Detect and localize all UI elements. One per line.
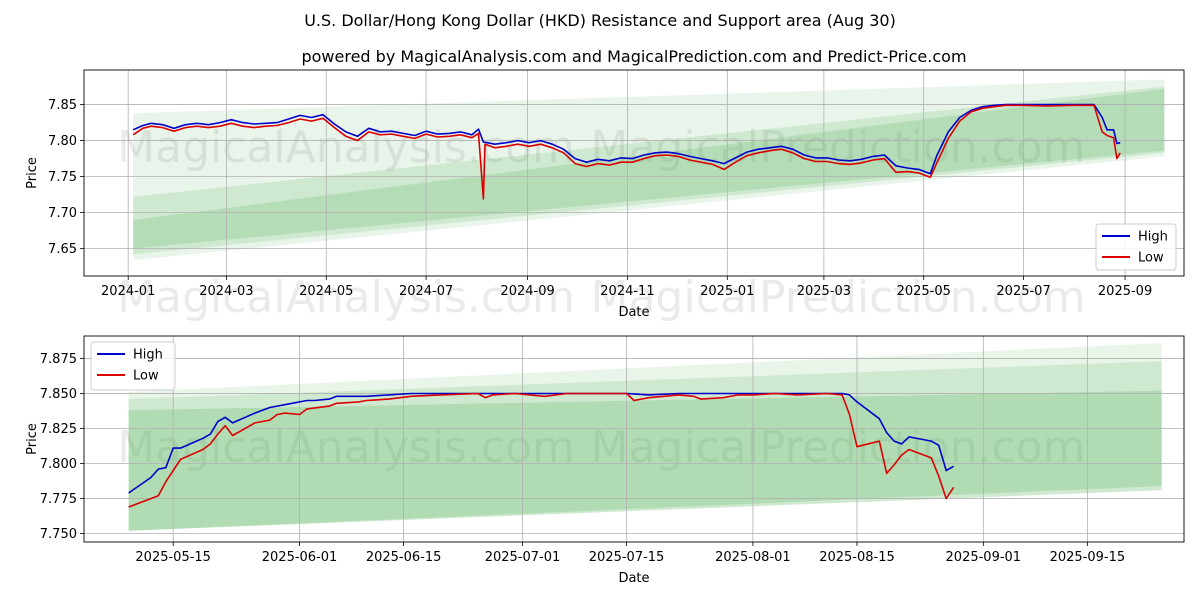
series-line-low — [132, 104, 1121, 200]
x-tick-label: 2025-08-01 — [715, 550, 791, 565]
y-tick-label: 7.850 — [40, 387, 77, 402]
y-tick-label: 7.875 — [40, 352, 77, 367]
plot-frame — [83, 335, 1185, 543]
watermark-prediction-mid: MagicalPrediction.com — [591, 272, 1086, 323]
legend-label-high: High — [1138, 230, 1168, 245]
x-tick-label: 2025-06-01 — [262, 550, 338, 565]
support-resistance-band-0 — [128, 343, 1162, 531]
x-axis-label: Date — [618, 305, 649, 320]
support-resistance-band-2 — [133, 88, 1165, 249]
x-tick-label: 2025-07-15 — [589, 550, 665, 565]
chart-panel-full-history: 2024-01 2024-03 2024-05 2024-07 2024-09 2024-… — [25, 69, 1185, 320]
x-tick-label: 2024-09 — [500, 284, 554, 299]
x-tick-label: 2024-07 — [399, 284, 453, 299]
plot-frame — [83, 69, 1185, 277]
legend-label-low: Low — [1138, 251, 1164, 266]
series-line-high — [132, 103, 1121, 175]
x-tick-label: 2024-11 — [600, 284, 654, 299]
chart-panel-recent-zoom: 2025-05-15 2025-06-01 2025-06-15 2025-07-01… — [25, 335, 1185, 586]
x-tick-label: 2025-03 — [797, 284, 851, 299]
y-tick-label: 7.70 — [48, 206, 77, 221]
y-tick-label: 7.80 — [48, 134, 77, 149]
support-resistance-band-1 — [128, 361, 1162, 531]
watermark-analysis-bottom: MagicalAnalysis.com — [117, 422, 575, 473]
x-tick-label: 2025-05-15 — [135, 550, 211, 565]
x-axis-label: Date — [618, 571, 649, 586]
watermark-prediction-top: MagicalPrediction.com — [591, 122, 1086, 173]
series-line-low — [128, 392, 955, 508]
legend: High Low — [1095, 223, 1177, 271]
x-tick-label: 2025-09-01 — [946, 550, 1022, 565]
legend: High Low — [90, 341, 176, 391]
x-tick-label: 2025-07 — [996, 284, 1050, 299]
x-tick-label: 2025-01 — [700, 284, 754, 299]
support-resistance-band-0 — [133, 79, 1165, 261]
y-tick-label: 7.75 — [48, 170, 77, 185]
x-tick-label: 2025-06-15 — [366, 550, 442, 565]
chart-title: U.S. Dollar/Hong Kong Dollar (HKD) Resis… — [304, 11, 896, 30]
y-tick-label: 7.65 — [48, 242, 77, 257]
x-tick-label: 2024-03 — [199, 284, 253, 299]
support-resistance-band-2 — [128, 390, 1162, 531]
x-tick-label: 2024-05 — [299, 284, 353, 299]
x-tick-label: 2025-05 — [897, 284, 951, 299]
legend-label-high: High — [133, 348, 163, 363]
y-tick-label: 7.775 — [40, 492, 77, 507]
y-tick-label: 7.825 — [40, 422, 77, 437]
legend-label-low: Low — [133, 369, 159, 384]
x-tick-label: 2025-09 — [1098, 284, 1152, 299]
y-axis-label: Price — [25, 423, 40, 455]
y-axis-label: Price — [25, 157, 40, 189]
y-tick-label: 7.800 — [40, 457, 77, 472]
watermark-prediction-bottom: MagicalPrediction.com — [591, 422, 1086, 473]
chart-subtitle: powered by MagicalAnalysis.com and Magic… — [301, 47, 966, 66]
x-tick-label: 2024-01 — [101, 284, 155, 299]
x-tick-label: 2025-09-15 — [1050, 550, 1126, 565]
watermark-analysis-mid: MagicalAnalysis.com — [117, 272, 575, 323]
y-tick-label: 7.85 — [48, 98, 77, 113]
x-tick-label: 2025-08-15 — [819, 550, 895, 565]
x-tick-label: 2025-07-01 — [485, 550, 561, 565]
y-tick-label: 7.750 — [40, 527, 77, 542]
